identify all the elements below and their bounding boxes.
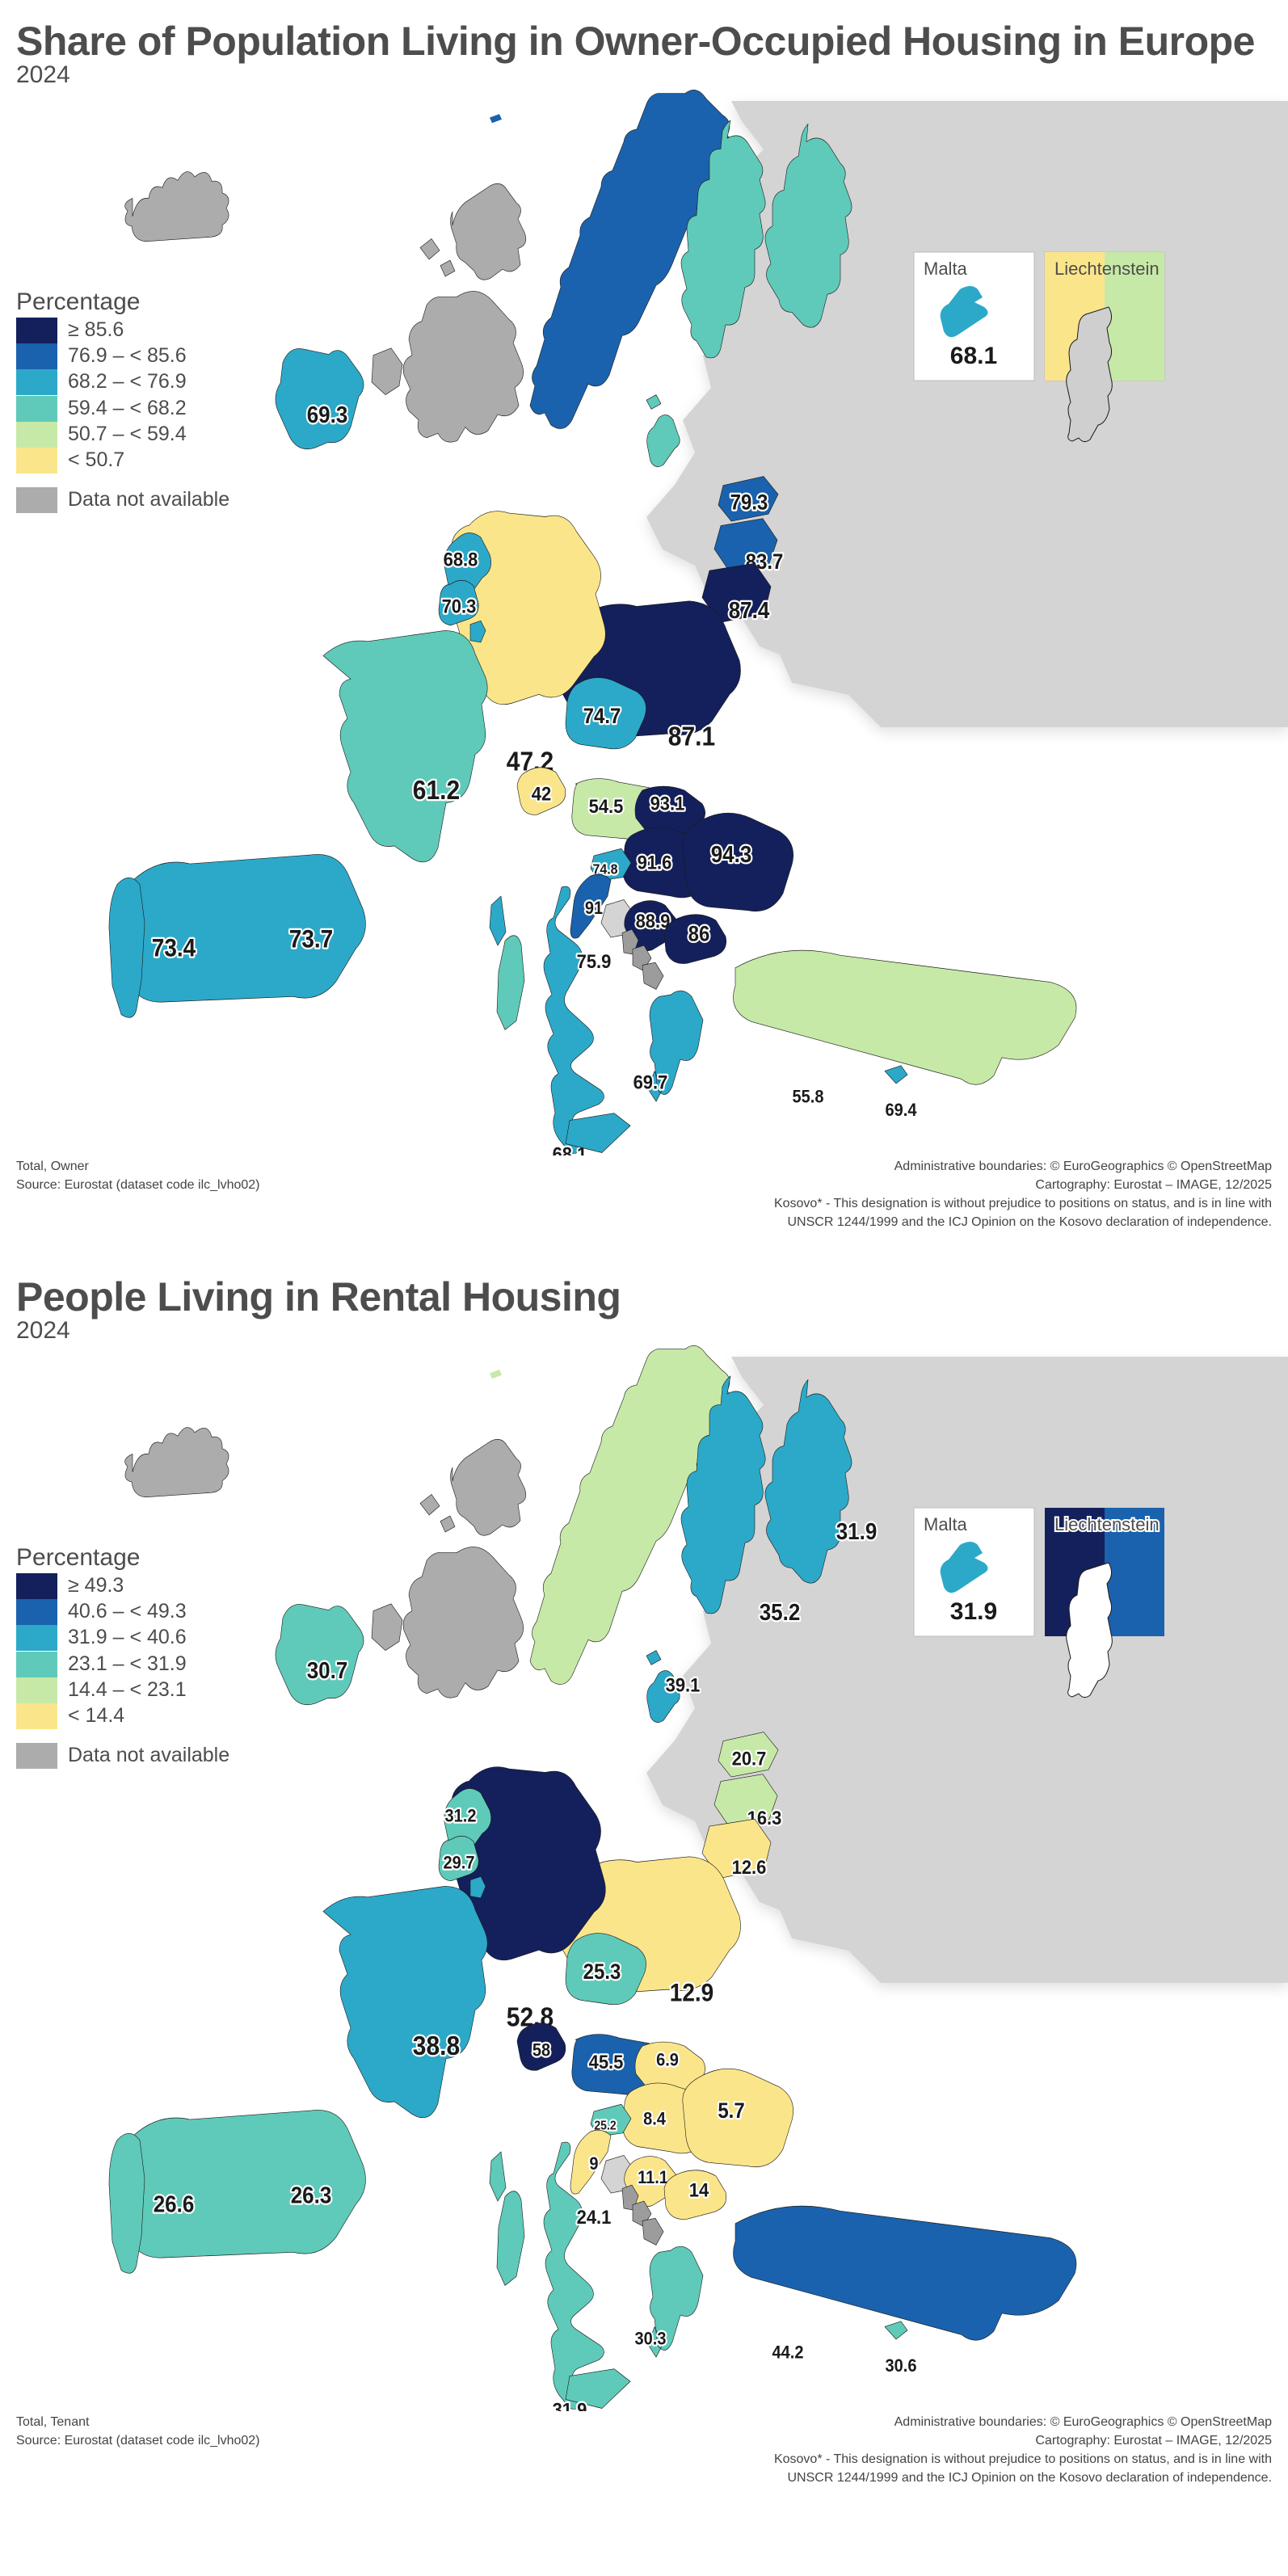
svg-text:79.3: 79.3 bbox=[730, 491, 768, 515]
svg-text:88.9: 88.9 bbox=[636, 910, 671, 932]
svg-text:26.6: 26.6 bbox=[154, 2191, 195, 2217]
svg-text:≥ 49.3: ≥ 49.3 bbox=[68, 1574, 124, 1597]
svg-text:30.3: 30.3 bbox=[635, 2330, 667, 2349]
svg-text:94.3: 94.3 bbox=[711, 841, 752, 868]
svg-text:91.6: 91.6 bbox=[638, 852, 672, 873]
svg-text:40.6 – < 49.3: 40.6 – < 49.3 bbox=[68, 1600, 187, 1623]
svg-text:Data not available: Data not available bbox=[68, 1744, 229, 1766]
svg-text:11.1: 11.1 bbox=[638, 2168, 668, 2187]
svg-text:76.9 – < 85.6: 76.9 – < 85.6 bbox=[68, 344, 187, 367]
svg-text:87.4: 87.4 bbox=[729, 597, 770, 624]
svg-text:24.1: 24.1 bbox=[577, 2206, 612, 2228]
svg-text:31.9: 31.9 bbox=[553, 2398, 587, 2411]
svg-text:Liechtenstein: Liechtenstein bbox=[1054, 259, 1160, 279]
svg-text:73.4: 73.4 bbox=[152, 934, 196, 962]
svg-text:6.9: 6.9 bbox=[656, 2051, 679, 2070]
svg-text:35.2: 35.2 bbox=[760, 1599, 801, 1626]
svg-text:5.7: 5.7 bbox=[718, 2099, 744, 2123]
svg-text:12.9: 12.9 bbox=[670, 1979, 714, 2007]
svg-text:58: 58 bbox=[532, 2040, 550, 2060]
svg-text:91: 91 bbox=[585, 899, 603, 918]
svg-text:61.2: 61.2 bbox=[413, 775, 460, 806]
svg-text:39.1: 39.1 bbox=[666, 1674, 701, 1696]
svg-text:30.7: 30.7 bbox=[307, 1657, 348, 1684]
svg-text:14: 14 bbox=[689, 2178, 709, 2200]
svg-text:23.1 – < 31.9: 23.1 – < 31.9 bbox=[68, 1652, 187, 1675]
svg-text:≥ 85.6: ≥ 85.6 bbox=[68, 318, 124, 341]
svg-text:30.6: 30.6 bbox=[886, 2356, 917, 2376]
svg-text:68.1: 68.1 bbox=[950, 343, 997, 369]
svg-text:26.3: 26.3 bbox=[291, 2182, 332, 2208]
svg-text:25.3: 25.3 bbox=[583, 1960, 621, 1984]
svg-text:87.1: 87.1 bbox=[668, 721, 715, 751]
svg-text:31.9: 31.9 bbox=[950, 1598, 997, 1625]
svg-text:86: 86 bbox=[688, 922, 710, 945]
svg-text:38.8: 38.8 bbox=[413, 2031, 460, 2061]
svg-text:14.4 – < 23.1: 14.4 – < 23.1 bbox=[68, 1678, 187, 1701]
svg-text:69.4: 69.4 bbox=[886, 1101, 917, 1120]
svg-text:31.9: 31.9 bbox=[836, 1518, 878, 1545]
svg-text:54.5: 54.5 bbox=[589, 795, 624, 817]
svg-text:Percentage: Percentage bbox=[16, 1544, 140, 1571]
svg-text:93.1: 93.1 bbox=[650, 792, 685, 814]
svg-text:68.8: 68.8 bbox=[444, 548, 478, 570]
svg-text:59.4 – < 68.2: 59.4 – < 68.2 bbox=[68, 397, 187, 419]
svg-text:68.2 – < 76.9: 68.2 – < 76.9 bbox=[68, 370, 187, 393]
svg-text:45.5: 45.5 bbox=[589, 2051, 624, 2073]
svg-text:9: 9 bbox=[589, 2154, 598, 2174]
svg-text:70.3: 70.3 bbox=[442, 595, 477, 617]
svg-text:Malta: Malta bbox=[924, 259, 968, 279]
svg-text:69.7: 69.7 bbox=[633, 1071, 668, 1093]
svg-text:Percentage: Percentage bbox=[16, 288, 140, 315]
svg-text:12.6: 12.6 bbox=[732, 1856, 767, 1878]
svg-text:20.7: 20.7 bbox=[732, 1748, 767, 1770]
svg-text:Liechtenstein: Liechtenstein bbox=[1054, 1514, 1160, 1534]
svg-text:31.2: 31.2 bbox=[445, 1807, 477, 1826]
svg-text:75.9: 75.9 bbox=[577, 950, 612, 972]
svg-text:< 14.4: < 14.4 bbox=[68, 1704, 124, 1727]
svg-text:73.7: 73.7 bbox=[289, 925, 334, 953]
svg-text:8.4: 8.4 bbox=[643, 2110, 666, 2129]
svg-text:Data not available: Data not available bbox=[68, 488, 229, 511]
svg-text:44.2: 44.2 bbox=[772, 2342, 804, 2362]
svg-text:31.9 – < 40.6: 31.9 – < 40.6 bbox=[68, 1626, 187, 1648]
svg-text:29.7: 29.7 bbox=[444, 1853, 475, 1872]
svg-text:50.7 – < 59.4: 50.7 – < 59.4 bbox=[68, 423, 187, 445]
svg-text:74.7: 74.7 bbox=[583, 705, 621, 728]
svg-text:55.8: 55.8 bbox=[793, 1087, 824, 1106]
svg-text:69.3: 69.3 bbox=[307, 402, 348, 428]
svg-text:42: 42 bbox=[532, 782, 551, 804]
svg-text:< 50.7: < 50.7 bbox=[68, 448, 124, 471]
svg-text:Malta: Malta bbox=[924, 1514, 968, 1534]
